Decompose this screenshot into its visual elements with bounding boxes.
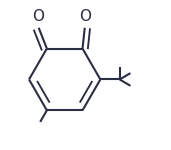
Text: O: O [80, 9, 91, 24]
Text: O: O [32, 9, 44, 24]
